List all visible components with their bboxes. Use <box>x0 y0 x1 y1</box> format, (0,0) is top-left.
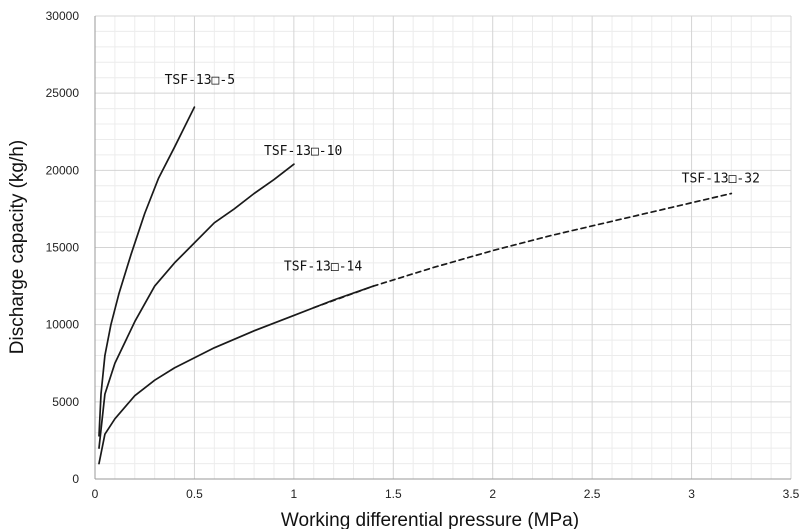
x-tick-label: 2.5 <box>584 487 601 501</box>
x-tick-label: 0.5 <box>186 487 203 501</box>
y-tick-label: 15000 <box>46 241 80 255</box>
x-tick-label: 1.5 <box>385 487 402 501</box>
y-tick-label: 5000 <box>52 395 79 409</box>
x-tick-label: 0 <box>92 487 99 501</box>
major-gridlines <box>95 15 792 479</box>
series-label-2: TSF-13□-10 <box>264 144 342 159</box>
series-labels: TSF-13□-5 TSF-13□-10 TSF-13□-14 TSF-13□-32 <box>165 73 760 275</box>
x-axis-title: Working differential pressure (MPa) <box>281 510 579 529</box>
x-tick-label: 3.5 <box>783 487 800 501</box>
y-tick-label: 30000 <box>46 9 80 23</box>
y-tick-label: 25000 <box>46 86 80 100</box>
series-line-1 <box>98 106 196 437</box>
x-tick-label: 3 <box>688 487 695 501</box>
y-axis-title: Discharge capacity (kg/h) <box>7 140 28 354</box>
y-tick-labels: 0 5000 10000 15000 20000 25000 30000 <box>46 9 80 486</box>
series-lines <box>98 106 733 465</box>
y-tick-label: 0 <box>72 472 79 486</box>
x-tick-label: 1 <box>291 487 298 501</box>
y-tick-label: 10000 <box>46 318 80 332</box>
x-tick-labels: 0 0.5 1 1.5 2 2.5 3 3.5 <box>92 487 800 501</box>
y-tick-label: 20000 <box>46 163 80 177</box>
series-line-4 <box>312 192 733 309</box>
axes <box>94 16 791 480</box>
series-line-2 <box>98 163 295 449</box>
series-line-3 <box>98 285 375 465</box>
series-label-4: TSF-13□-32 <box>682 172 760 187</box>
x-tick-label: 2 <box>489 487 496 501</box>
series-label-1: TSF-13□-5 <box>165 73 235 88</box>
series-label-3: TSF-13□-14 <box>284 260 362 275</box>
